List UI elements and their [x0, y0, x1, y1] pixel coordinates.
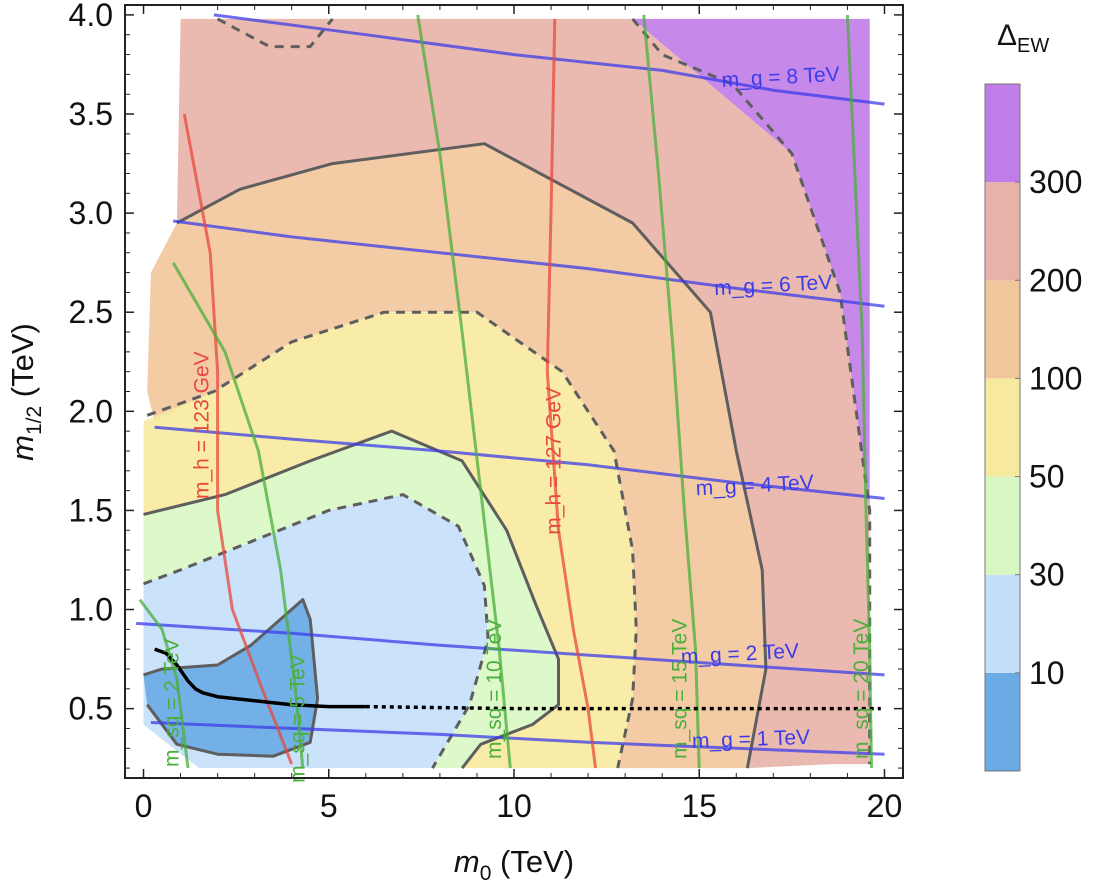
y-tick-label: 3.5 [69, 96, 113, 132]
colorbar-title: ΔEW [997, 19, 1049, 57]
x-axis-label-sub: 0 [480, 862, 492, 885]
y-axis-label-base: m [5, 435, 40, 461]
y-tick-label: 0.5 [69, 691, 113, 727]
colorbar-tick-label: 50 [1029, 459, 1065, 495]
colorbar-band-2 [985, 477, 1020, 575]
colorbar-band-4 [985, 280, 1020, 378]
colorbar-title-sub: EW [1017, 35, 1049, 57]
y-axis-label-unit: (TeV) [5, 323, 40, 406]
y-tick-label: 3.0 [69, 195, 113, 231]
colorbar-tick-label: 200 [1029, 262, 1082, 298]
x-tick-label: 0 [135, 788, 153, 824]
squark-label-11: m_sq = 20 TeV [850, 619, 873, 759]
colorbar-tick-label: 10 [1029, 655, 1065, 691]
colorbar: 10 30 50 100 200 300 [985, 84, 1082, 771]
colorbar-band-6 [985, 84, 1020, 182]
y-axis-label: m1/2 (TeV) [5, 323, 46, 461]
x-tick-label: 15 [681, 788, 717, 824]
y-tick-label: 4.0 [69, 0, 113, 33]
y-tick-label: 1.5 [69, 492, 113, 528]
colorbar-band-0 [985, 673, 1020, 771]
colorbar-tick-label: 100 [1029, 360, 1082, 396]
squark-label-10: m_sq = 15 TeV [668, 619, 691, 759]
x-axis-label: m0 (TeV) [454, 844, 574, 885]
y-axis-label-sub: 1/2 [23, 406, 46, 435]
x-tick-label: 10 [496, 788, 532, 824]
x-tick-label: 20 [867, 788, 903, 824]
colorbar-band-3 [985, 378, 1020, 476]
higgs-label-6: m_h = 127 GeV [542, 387, 565, 535]
x-tick-label: 5 [320, 788, 338, 824]
squark-label-8: m_sq = 5 TeV [287, 654, 310, 783]
higgs-label-5: m_h = 123 GeV [190, 351, 213, 499]
colorbar-band-5 [985, 182, 1020, 280]
x-axis-label-base: m [454, 844, 480, 879]
y-tick-label: 2.0 [69, 393, 113, 429]
colorbar-title-base: Δ [997, 19, 1017, 52]
gluino-label-4: m_g = 1 TeV [692, 726, 811, 753]
colorbar-band-1 [985, 575, 1020, 673]
squark-label-7: m_sq = 2 TeV [161, 638, 184, 767]
squark-label-9: m_sq = 10 TeV [483, 619, 506, 759]
x-axis-label-unit: (TeV) [491, 844, 574, 879]
colorbar-tick-label: 30 [1029, 557, 1065, 593]
colorbar-tick-label: 300 [1029, 164, 1082, 200]
y-tick-label: 1.0 [69, 592, 113, 628]
y-tick-label: 2.5 [69, 294, 113, 330]
